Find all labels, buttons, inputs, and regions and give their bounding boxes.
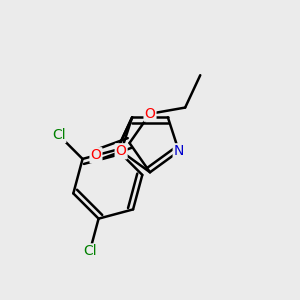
Text: O: O: [145, 107, 155, 121]
Text: Cl: Cl: [83, 244, 97, 258]
Text: O: O: [116, 144, 127, 158]
Text: N: N: [174, 144, 184, 158]
Text: O: O: [91, 148, 101, 162]
Text: Cl: Cl: [52, 128, 65, 142]
